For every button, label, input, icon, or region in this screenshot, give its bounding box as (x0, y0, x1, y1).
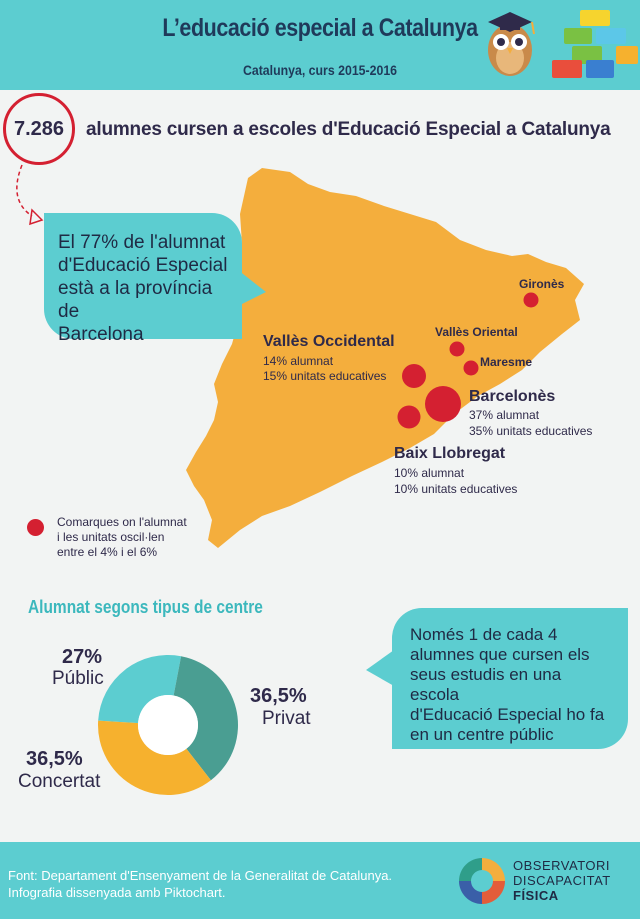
owl-and-blocks-illustration (488, 10, 638, 78)
callout-line: d'Educació Especial ho fa (410, 705, 605, 724)
marker-girones (523, 292, 539, 308)
label-barcelones: Barcelonès (469, 388, 556, 405)
concertat-pct: 36,5% (26, 748, 83, 770)
legend-line: Comarques on l'alumnat (57, 515, 187, 529)
concertat-label: Concertat (18, 771, 101, 792)
label-girones: Gironès (519, 277, 565, 291)
student-count-circle: 7.286 (3, 93, 75, 165)
footer: Font: Departament d'Ensenyament de la Ge… (0, 842, 640, 919)
headline-text: alumnes cursen a escoles d'Educació Espe… (86, 119, 611, 140)
label-valles-oriental: Vallès Oriental (435, 325, 518, 339)
callout-line: en un centre públic (410, 725, 554, 744)
legend-marker-icon (27, 519, 44, 536)
callout-pointer (238, 270, 266, 306)
source-line: Font: Departament d'Ensenyament de la Ge… (8, 868, 393, 883)
baix-llobregat-alumnat: 10% alumnat (394, 466, 465, 480)
callout-pointer (366, 650, 394, 686)
callout-line: seus estudis en una escola (410, 665, 562, 704)
source-text: Font: Departament d'Ensenyament de la Ge… (8, 867, 392, 901)
valles-occidental-alumnat: 14% alumnat (263, 354, 334, 368)
legend-line: entre el 4% i el 6% (57, 545, 158, 559)
callout-line: El 77% de l'alumnat (58, 232, 226, 253)
marker-valles-oriental (449, 341, 465, 357)
callout-arrow (16, 164, 33, 217)
page-title: L’educació especial a Catalunya (162, 14, 478, 42)
observatori-logo-icon (459, 858, 505, 904)
public-label: Públic (52, 668, 104, 689)
marker-barcelones (425, 386, 461, 422)
barcelones-unitats: 35% unitats educatives (469, 424, 593, 438)
legend-text: Comarques on l'alumnat i les unitats osc… (57, 515, 187, 560)
privat-label: Privat (262, 708, 311, 729)
arrow-head-icon (29, 208, 44, 226)
barcelona-callout: El 77% de l'alumnat d'Educació Especial … (44, 213, 242, 345)
donut-slice-privat (173, 656, 239, 781)
student-count: 7.286 (13, 117, 65, 140)
brand-line: OBSERVATORI (513, 858, 611, 873)
public-callout: Només 1 de cada 4 alumnes que cursen els… (392, 608, 628, 749)
toy-blocks-icon (552, 10, 638, 78)
observatori-logo[interactable]: OBSERVATORI DISCAPACITAT FÍSICA (455, 852, 635, 912)
callout-line: d'Educació Especial (58, 255, 228, 276)
donut-slice-concertat (98, 720, 211, 795)
barcelones-alumnat: 37% alumnat (469, 408, 540, 422)
marker-maresme (463, 360, 479, 376)
callout-line: Només 1 de cada 4 (410, 625, 558, 644)
centre-types-title: Alumnat segons tipus de centre (28, 597, 263, 617)
callout-line: està a la província de (58, 278, 213, 322)
callout-line: Barcelona (58, 324, 144, 345)
donut-slice-public (98, 655, 182, 724)
page-subtitle: Catalunya, curs 2015-2016 (242, 62, 398, 78)
label-maresme: Maresme (480, 355, 533, 369)
donut-hole (138, 695, 198, 755)
brand-line: FÍSICA (513, 888, 559, 903)
valles-occidental-unitats: 15% unitats educatives (263, 369, 387, 383)
public-pct: 27% (62, 646, 103, 668)
centre-type-donut (98, 655, 239, 795)
callout-line: alumnes que cursen els (410, 645, 590, 664)
source-line: Infografia dissenyada amb Piktochart. (8, 885, 226, 900)
marker-baix-llobregat (397, 405, 421, 429)
owl-icon (488, 12, 535, 76)
legend-line: i les unitats oscil·len (57, 530, 165, 544)
baix-llobregat-unitats: 10% unitats educatives (394, 482, 518, 496)
label-baix-llobregat: Baix Llobregat (394, 445, 506, 462)
header-banner: L’educació especial a Catalunya Cataluny… (0, 0, 640, 90)
marker-valles-occidental (402, 364, 426, 388)
brand-line: DISCAPACITAT (513, 873, 611, 888)
privat-pct: 36,5% (250, 685, 307, 707)
label-valles-occidental: Vallès Occidental (263, 333, 395, 350)
brand-text: OBSERVATORI DISCAPACITAT FÍSICA (513, 858, 611, 903)
